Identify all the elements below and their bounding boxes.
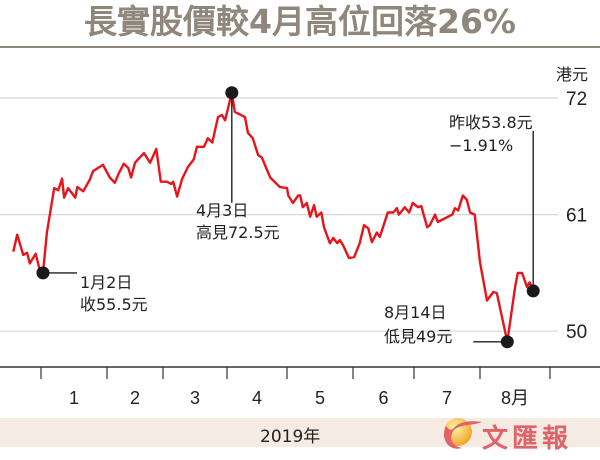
annotation-text-jan2: 1月2日 — [80, 273, 132, 292]
y-tick-label: 72 — [566, 89, 587, 110]
annotation-text-last: −1.91% — [449, 136, 513, 155]
x-tick-label: 6 — [378, 388, 388, 408]
annotation-text-aug14: 8月14日 — [384, 303, 447, 322]
annotation-point-last — [526, 284, 540, 298]
x-axis-title: 2019年 — [260, 427, 321, 447]
annotation-text-aug14: 低見49元 — [384, 327, 452, 346]
title-divider — [0, 46, 600, 48]
annotation-point-apr3 — [225, 86, 239, 100]
annotation-text-jan2: 收55.5元 — [80, 295, 148, 314]
annotation-text-last: 昨收53.8元 — [449, 113, 533, 132]
annotation-point-aug14 — [500, 335, 514, 349]
annotation-text-apr3: 高見72.5元 — [196, 223, 280, 242]
annotation-point-jan2 — [36, 266, 50, 280]
year-band — [0, 418, 600, 447]
annotation-text-apr3: 4月3日 — [196, 201, 248, 220]
logo-text: 文匯報 — [482, 424, 573, 454]
y-axis-unit-label: 港元 — [556, 65, 588, 84]
publisher-logo: 文匯報 — [440, 416, 600, 454]
chart-title: 長實股價較4月高位回落26% — [84, 2, 516, 41]
price-line — [12, 91, 535, 343]
x-tick-label: 3 — [190, 388, 200, 408]
x-tick-label: 4 — [252, 388, 262, 408]
x-tick-label: 7 — [442, 388, 452, 408]
x-tick-label: 1 — [69, 388, 79, 408]
y-tick-label: 50 — [566, 322, 587, 343]
y-tick-label: 61 — [566, 206, 587, 227]
x-tick-label: 2 — [130, 388, 140, 408]
x-tick-label: 8月 — [501, 388, 529, 408]
logo-emblem-icon — [443, 418, 482, 449]
x-tick-label: 5 — [315, 388, 325, 408]
